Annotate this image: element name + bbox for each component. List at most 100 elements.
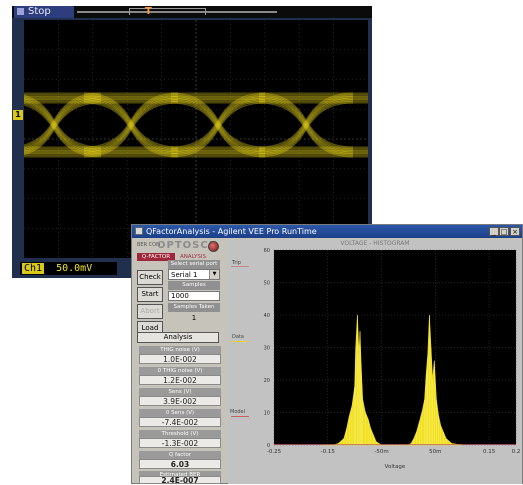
y-tick-label: 50 [264, 281, 270, 287]
channel-1-level-marker[interactable]: 1 [13, 110, 23, 120]
tab-analysis[interactable]: ANALYSIS [180, 254, 206, 260]
result-title: Threshold (V) [139, 430, 221, 438]
eye-transition-rising [83, 102, 179, 158]
stop-icon [17, 8, 24, 15]
eye-transition-rising [83, 97, 179, 153]
result-value: -1.3E-002 [139, 438, 221, 448]
legend-data: Data [232, 334, 244, 340]
eye-transition-rising [170, 102, 266, 158]
result-value: 1.0E-002 [139, 354, 221, 364]
eye-transition-rising [24, 95, 102, 149]
legend-trip-swatch [231, 266, 249, 267]
y-tick-label: 60 [264, 248, 270, 254]
x-tick-label: 50m [429, 449, 441, 455]
abort-button[interactable]: Abort [137, 304, 163, 319]
start-button[interactable]: Start [137, 287, 163, 302]
app-icon [135, 227, 143, 235]
chevron-down-icon[interactable]: ▼ [209, 270, 219, 279]
acquisition-status-text: Stop [28, 6, 51, 17]
eye-transition-falling [258, 98, 354, 155]
x-tick-label: 0.15 [483, 449, 496, 455]
eye-transition-rising [24, 97, 102, 151]
trigger-position-icon: T [145, 6, 152, 17]
serial-port-select[interactable]: Serial 1 ▼ [168, 269, 220, 280]
samples-label: Samples [168, 281, 220, 290]
voltage-histogram-chart: 0 10 20 30 40 50 60 -0.25 -0.15 -50m 50m 0.15 0.2 V… [264, 248, 521, 470]
ber-com-label: BER COM [137, 242, 161, 248]
x-tick-label: -50m [374, 449, 388, 455]
eye-transition-falling [24, 94, 102, 148]
eye-transition-falling [170, 98, 266, 155]
window-title: QFactorAnalysis - Agilent VEE Pro RunTim… [146, 227, 317, 236]
eye-transition-rising [258, 102, 354, 158]
eye-transition-falling [83, 95, 179, 152]
qfactor-analysis-window: QFactorAnalysis - Agilent VEE Pro RunTim… [131, 224, 523, 484]
q-factor-value: 6.03 [139, 459, 221, 469]
eye-transition-falling [170, 95, 266, 152]
eye-transition-falling [24, 101, 102, 155]
y-tick-label: 10 [264, 411, 270, 417]
maximize-button[interactable]: □ [499, 227, 509, 236]
result-value: 1.2E-002 [139, 375, 221, 385]
scope-status-bar: Stop T [12, 6, 372, 18]
eye-transition-rising [83, 100, 179, 156]
oscilloscope-display: Stop T T 1 Ch1 50.0mV [12, 6, 372, 278]
eye-transition-rising [258, 97, 354, 153]
check-button[interactable]: Check [137, 270, 163, 285]
eye-transition-rising [170, 95, 266, 152]
brand-logo: OPTOSCI [157, 240, 214, 251]
result-value: 3.9E-002 [139, 396, 221, 406]
record-length-bar [77, 11, 277, 13]
legend-data-swatch [231, 341, 249, 342]
result-title: Q factor [139, 451, 221, 459]
minimize-button[interactable]: _ [489, 227, 499, 236]
y-tick-label: 30 [264, 346, 270, 352]
histogram-panel: VOLTAGE - HISTOGRAM Trip Data Model 0 10 2… [228, 240, 522, 484]
eye-transition-rising [24, 102, 102, 156]
result-title: 0 Sens (V) [139, 409, 221, 417]
serial-port-value: Serial 1 [171, 271, 198, 279]
x-tick-label: -0.15 [321, 449, 336, 455]
y-tick-label: 0 [267, 443, 270, 449]
eye-transition-rising [258, 92, 354, 148]
eye-transition-rising [170, 100, 266, 156]
legend-model-swatch [231, 416, 249, 417]
estimated-ber-value: 2.4E-007 [139, 476, 221, 484]
eye-transition-falling [170, 102, 266, 158]
eye-transition-rising [24, 100, 102, 154]
eye-transition-falling [258, 95, 354, 152]
result-title: Sens (V) [139, 388, 221, 396]
eye-transition-rising [258, 100, 354, 156]
result-title: 0 THIG noise (V) [139, 367, 221, 375]
x-axis-label: Voltage [385, 464, 406, 470]
samples-taken-label: Samples Taken [168, 303, 220, 312]
record-window-bracket [129, 8, 206, 15]
close-button[interactable]: × [510, 227, 520, 236]
window-titlebar[interactable]: QFactorAnalysis - Agilent VEE Pro RunTim… [132, 225, 522, 238]
samples-input[interactable]: 1000 [168, 291, 220, 301]
logo-icon [208, 241, 219, 252]
histogram-title: VOLTAGE - HISTOGRAM [340, 240, 410, 247]
y-tick-label: 20 [264, 378, 270, 384]
x-tick-label: -0.25 [267, 449, 282, 455]
result-title: THIG noise (V) [139, 346, 221, 354]
eye-transition-falling [170, 92, 266, 148]
eye-transition-falling [170, 100, 266, 156]
tab-q-factor[interactable]: Q-FACTOR [137, 253, 175, 261]
eye-transition-rising [83, 92, 179, 148]
eye-diagram [24, 20, 368, 258]
eye-transition-rising [170, 98, 266, 155]
scope-graticule [24, 20, 368, 258]
channel-1-scale: 50.0mV [56, 263, 93, 274]
eye-transition-falling [83, 92, 179, 148]
legend-model: Model [230, 409, 246, 415]
eye-transition-rising [258, 95, 354, 152]
serial-port-label: Select serial port [168, 260, 220, 269]
eye-transition-falling [24, 102, 102, 156]
x-tick-label: 0.2 [512, 449, 521, 455]
acquisition-status: Stop [14, 6, 74, 18]
result-value: -7.4E-002 [139, 417, 221, 427]
eye-transition-rising [170, 92, 266, 148]
eye-transition-rising [24, 98, 102, 152]
channel-1-readout: Ch1 50.0mV [20, 262, 117, 275]
